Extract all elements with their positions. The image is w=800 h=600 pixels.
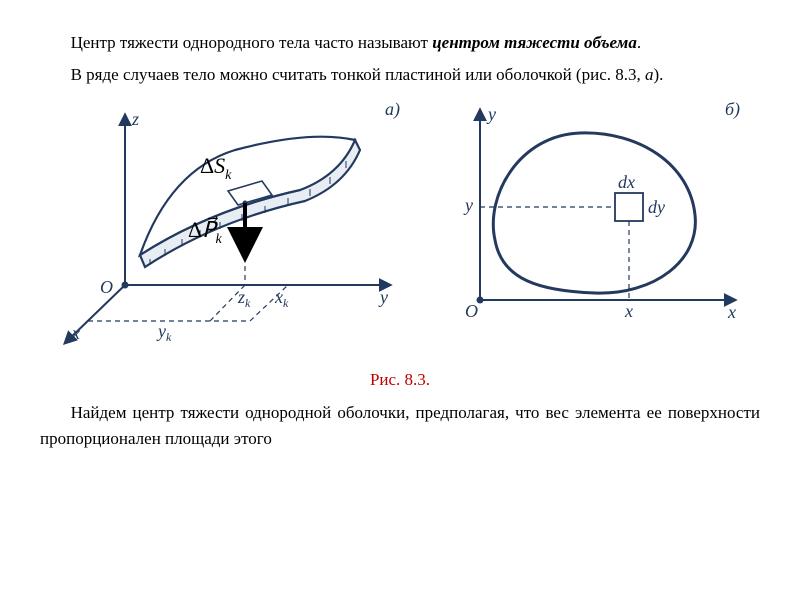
figB-label: б) bbox=[725, 99, 740, 120]
dxdy-element bbox=[615, 193, 643, 221]
axis-z-label: z bbox=[131, 109, 139, 129]
y-label: y bbox=[463, 195, 473, 215]
yk-label: yk bbox=[156, 321, 172, 344]
p2-c: ). bbox=[654, 65, 664, 84]
paragraph-1: Центр тяжести однородного тела часто наз… bbox=[40, 30, 760, 56]
axis-x-label-b: x bbox=[727, 302, 736, 322]
p1-b: центром тяжести объема bbox=[432, 33, 637, 52]
region-outline bbox=[493, 133, 695, 293]
axis-x-label: x bbox=[71, 323, 80, 343]
figA-label: а) bbox=[385, 99, 400, 120]
figure-a-svg: а) z y x O zk xk yk bbox=[50, 95, 410, 355]
paragraph-2: В ряде случаев тело можно считать тонкой… bbox=[40, 62, 760, 88]
dy-label: dy bbox=[648, 197, 665, 217]
origin-label-a: O bbox=[100, 277, 113, 297]
dx-label: dx bbox=[618, 172, 635, 192]
figure-b: б) y x O dx dy y x bbox=[430, 95, 750, 363]
xk-label: xk bbox=[274, 287, 289, 310]
figure-a: а) z y x O zk xk yk bbox=[50, 95, 410, 363]
figure-row: а) z y x O zk xk yk bbox=[40, 95, 760, 363]
p1-a: Центр тяжести однородного тела часто наз… bbox=[71, 33, 433, 52]
zk-label: zk bbox=[237, 287, 251, 310]
origin-label-b: O bbox=[465, 301, 478, 321]
p2-b: а bbox=[645, 65, 654, 84]
x-label: x bbox=[624, 301, 633, 321]
figure-b-svg: б) y x O dx dy y x bbox=[430, 95, 750, 355]
figure-caption: Рис. 8.3. bbox=[40, 367, 760, 393]
p1-c: . bbox=[637, 33, 641, 52]
axis-y-label-b: y bbox=[486, 104, 496, 124]
paragraph-3: Найдем центр тяжести однородной оболочки… bbox=[40, 400, 760, 451]
axis-y-label: y bbox=[378, 287, 388, 307]
p2-a: В ряде случаев тело можно считать тонкой… bbox=[71, 65, 645, 84]
